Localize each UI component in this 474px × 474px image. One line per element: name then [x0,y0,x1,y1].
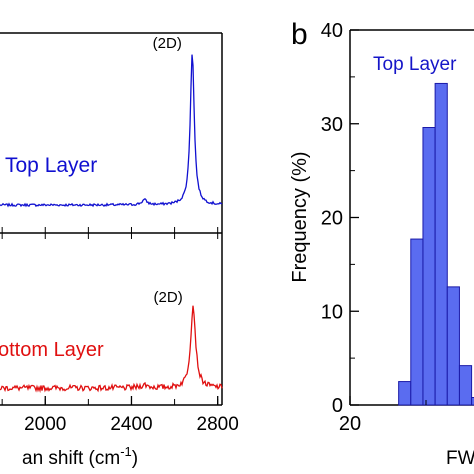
histogram-bars [398,82,474,406]
hist-y-tick-label: 10 [321,301,343,323]
histogram-bar [398,381,412,406]
spectrum-bottom-plot: (2D) ottom Layer [0,233,223,406]
peak-label-top: (2D) [153,35,182,52]
hist-y-axis-title: Frequency (%) [289,151,311,282]
spectrum-top-plot: (2D) Top Layer [0,32,223,233]
histogram-bar [446,286,460,406]
histogram-bar [471,397,474,406]
spectra-x-tick-label: 2000 [24,414,66,435]
peak-label-bottom: (2D) [154,289,183,306]
hist-y-tick-label: 20 [321,208,343,230]
spectra-x-tick-label: 2800 [197,414,239,435]
spectrum-bottom-line [0,305,223,394]
series-label-bottom: ottom Layer [0,339,104,361]
histogram-bar [434,82,448,406]
spectra-panel: (2D) Top Layer (2D) ottom Layer 2000 2400… [0,32,239,469]
spectra-x-axis: 2000 2400 2800 [1,227,239,435]
hist-x-axis: 2025 [339,396,427,435]
hist-y-tick-label: 30 [321,114,343,136]
histogram-panel: b 0 10 20 30 40 2025 Top Layer Frequency (%)… [289,18,474,469]
histogram-bar [422,127,436,406]
spectra-x-axis-title: an shift (cm-1) [22,444,138,469]
panel-label-b: b [291,18,308,51]
hist-y-tick-label: 0 [332,395,343,417]
hist-y-axis: 0 10 20 30 40 [321,20,359,417]
spectrum-top-line [0,54,223,208]
hist-x-tick-label: 20 [339,413,361,435]
histogram-bar [458,365,473,406]
series-label-top: Top Layer [5,154,97,177]
spectra-x-tick-label: 2400 [110,414,152,435]
hist-x-axis-title: FW [446,448,474,469]
hist-annotation: Top Layer [373,54,457,75]
histogram-bar [410,238,424,406]
hist-y-tick-label: 40 [321,20,343,42]
